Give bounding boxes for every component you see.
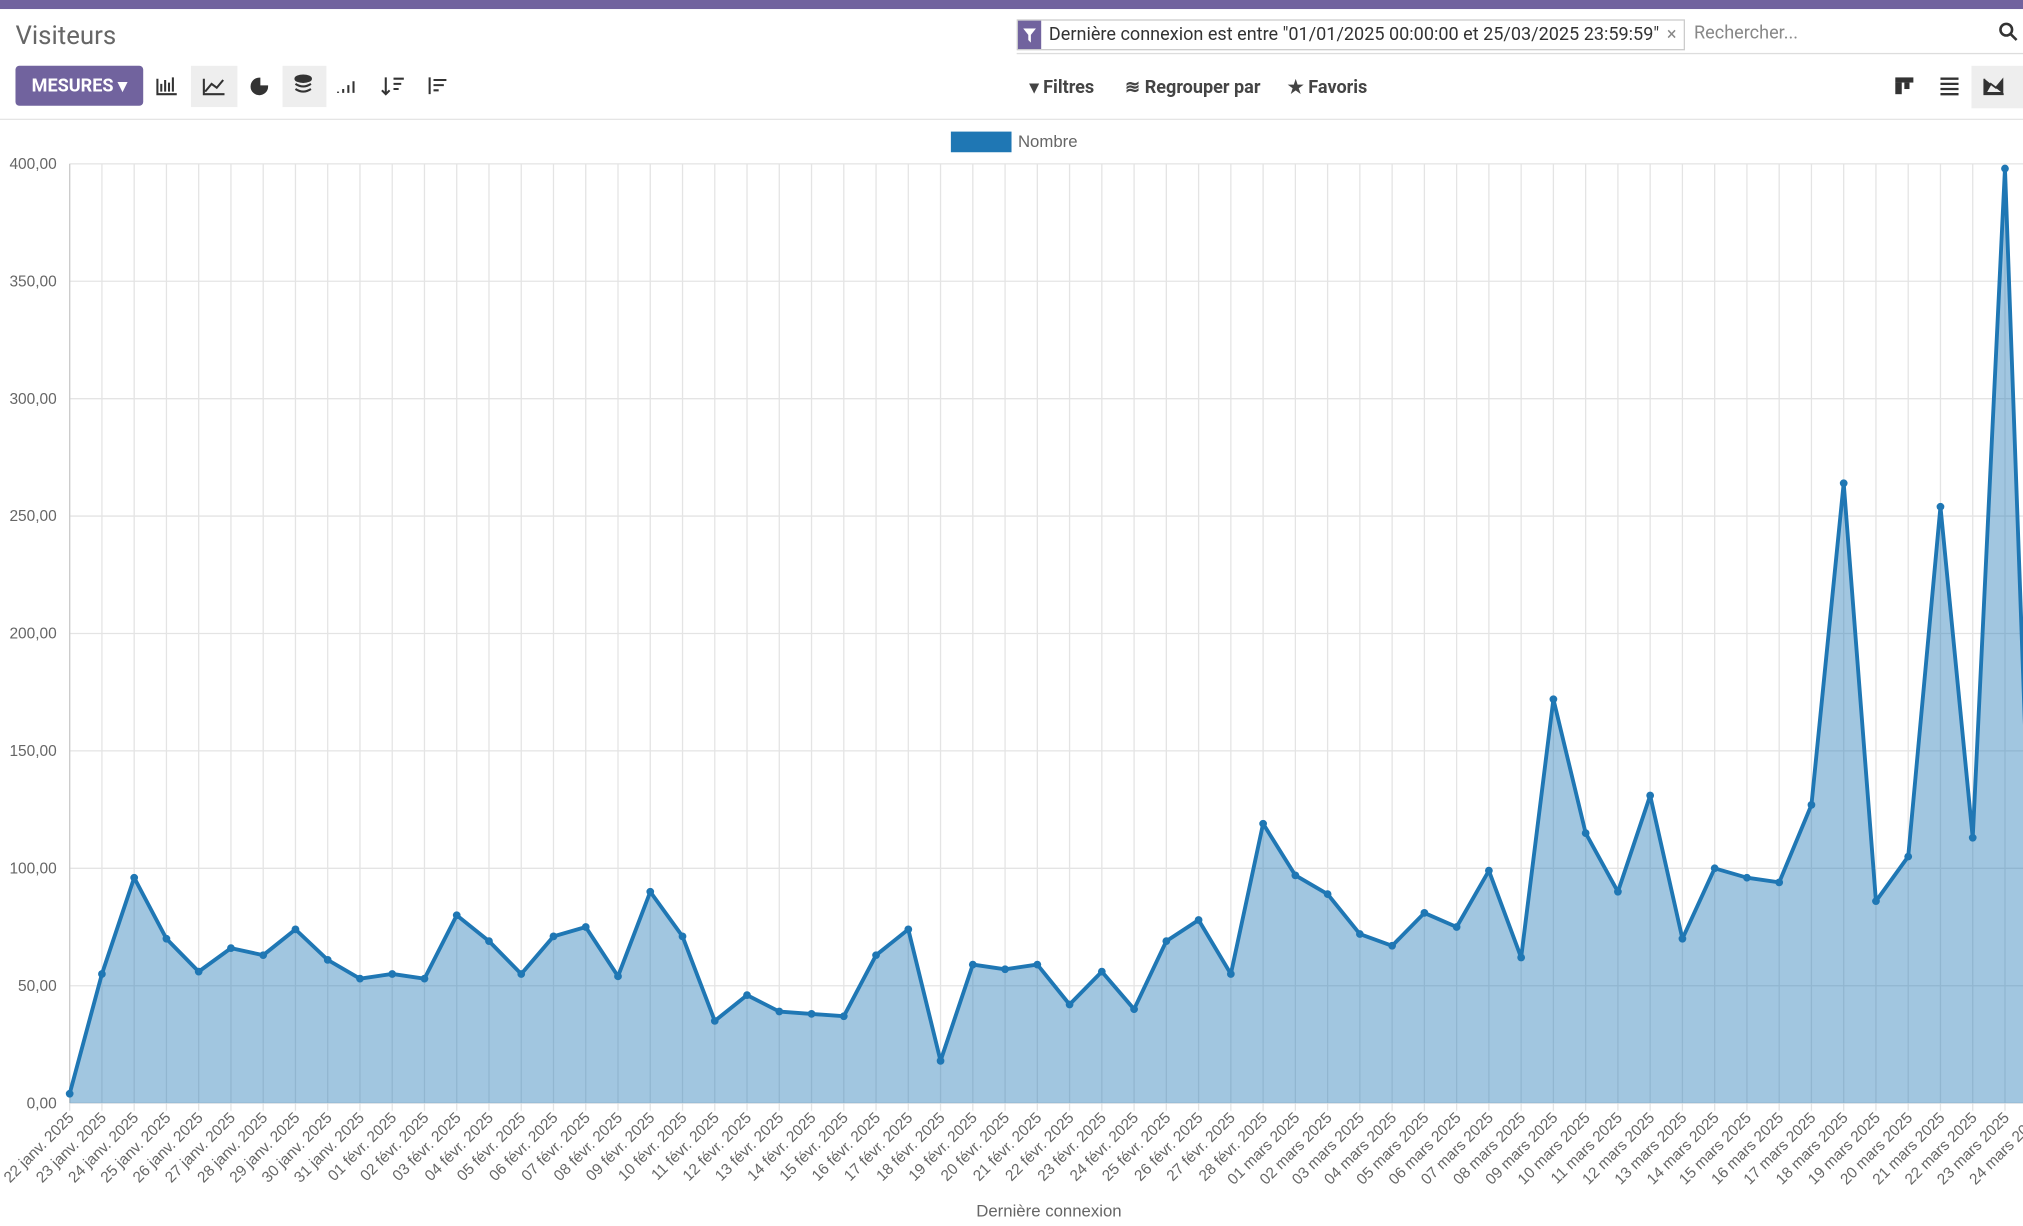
point [1001,965,1009,974]
point [227,944,235,953]
group-by-button[interactable]: ≋ Regrouper par [1125,77,1261,99]
chart-type-toolbar[interactable] [148,65,458,109]
point [710,1017,719,1025]
x-axis-label: Dernière connexion [976,1202,1121,1221]
point [1904,852,1913,861]
point [452,911,461,920]
point [1936,502,1945,511]
point [388,970,397,978]
line [67,166,2023,1095]
point [1581,829,1590,837]
facet-text: Dernière connexion est entre "01/01/2025… [1048,24,1660,46]
point [1162,937,1171,945]
point [1743,873,1751,882]
point [614,972,622,981]
point [291,925,300,934]
y-tick-label: 50,00 [18,978,57,995]
point [323,956,332,964]
point [968,960,977,969]
point [1323,890,1332,899]
legend-swatch [950,131,1012,153]
filters-button[interactable]: ▾ Filtres [1029,77,1095,99]
y-tick-label: 100,00 [9,860,56,877]
y-tick-label: 150,00 [9,743,56,760]
y-tick-label: 250,00 [9,508,56,525]
facet-close[interactable]: × [1666,24,1677,46]
point [162,934,171,943]
point [1291,871,1300,880]
point [872,951,880,960]
point [1420,909,1429,917]
point [1097,967,1106,976]
y-tick-label: 400,00 [9,156,56,173]
icon [1023,27,1037,42]
point [678,932,687,941]
search-icon[interactable] [1999,22,2020,43]
point [1872,897,1880,906]
point [549,932,558,941]
point [1614,887,1622,896]
point [743,991,751,999]
button-label: MESURES [31,75,114,97]
point [1226,970,1235,978]
point [65,1089,74,1098]
point [1356,930,1364,938]
point [356,974,364,983]
point [2001,164,2009,173]
point [1807,801,1816,809]
point [936,1056,945,1065]
point [485,937,493,945]
point [1388,941,1396,950]
legend-label: Nombre [1018,132,1078,151]
point [1485,866,1493,875]
point [1710,864,1719,873]
y-tick-label: 350,00 [9,273,56,290]
point [1130,1005,1138,1014]
area [69,168,2023,1104]
point [839,1012,848,1021]
y-tick-label: 200,00 [9,626,56,643]
divider [1016,52,2023,55]
point [904,925,913,934]
search-input[interactable]: Rechercher... [1694,23,1798,44]
point [98,970,106,978]
point [581,923,590,931]
point [1549,695,1558,704]
measures-button[interactable]: MESURES ▾ [15,65,144,106]
point [1194,916,1203,924]
y-tick-label: 300,00 [9,391,56,408]
point [1775,878,1784,887]
page-title: Visiteurs [15,19,117,51]
button-label: Regrouper par [1144,77,1261,99]
point [1033,960,1042,969]
point [646,887,655,896]
point [1065,1000,1074,1009]
y-tick-label: 0,00 [27,1095,57,1112]
point [420,974,429,983]
view-switcher[interactable] [1884,65,2023,109]
point [1517,953,1526,962]
point [194,967,203,976]
chart: Dernière connexion 0,00 50,00 100,00 150,00… [1,131,2023,1221]
point [1968,833,1977,842]
divider [0,118,2023,120]
top-bar [0,0,2023,10]
point [1259,819,1267,828]
point [1839,479,1848,488]
point [259,951,268,960]
point [1452,923,1461,931]
point [807,1010,816,1018]
point [1678,934,1687,943]
filter-icon [1017,20,1042,50]
search-facet[interactable]: Dernière connexion est entre "01/01/2025… [1016,19,1686,51]
point [1646,791,1655,800]
button-label: Favoris [1308,77,1368,99]
point [130,873,139,882]
favorites-button[interactable]: ★ Favoris [1287,77,1368,99]
point [517,970,526,978]
point [775,1007,784,1016]
button-label: Filtres [1043,77,1095,99]
